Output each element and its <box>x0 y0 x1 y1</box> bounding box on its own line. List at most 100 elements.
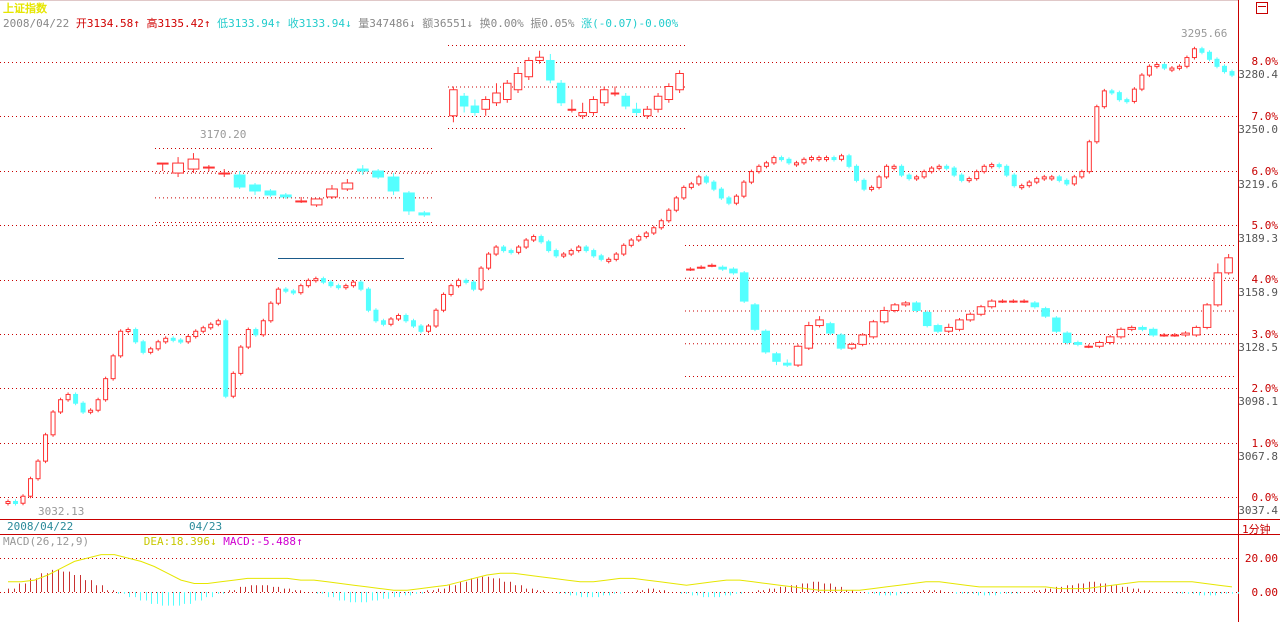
candle-body <box>313 278 319 282</box>
inset-candle-body <box>341 182 354 190</box>
inset-candle-body <box>1095 341 1104 347</box>
candle-body <box>621 244 627 255</box>
inset-candle-body <box>1159 334 1169 337</box>
candle-body <box>365 288 371 311</box>
inset-candle-body <box>403 192 415 212</box>
inset-candle-body <box>470 105 480 114</box>
candle-body <box>380 320 386 325</box>
quote-header: 2008/04/22 开3134.58↑ 高3135.42↑ 低3133.94↑… <box>3 15 678 31</box>
candle-body <box>516 246 522 253</box>
inset-candle-body <box>696 266 706 269</box>
inset-candle-body <box>653 95 663 110</box>
close-value: 3133.94 <box>298 17 346 30</box>
candle-body <box>208 323 214 329</box>
price-tick: 3280.4 <box>1238 68 1278 81</box>
pct-tick: 6.0% <box>1251 165 1279 178</box>
low-annotation: 3032.13 <box>38 505 85 518</box>
inset-candle-body <box>610 92 620 95</box>
inset-candle-body <box>901 302 910 306</box>
candle-body <box>395 314 401 320</box>
high-arrow: ↑ <box>203 17 211 30</box>
candle-body <box>801 158 807 164</box>
window-icon[interactable] <box>1256 2 1268 14</box>
inset-candle-body <box>356 168 369 172</box>
candle-body <box>418 325 424 332</box>
candle-body <box>1109 90 1115 94</box>
candle-body <box>73 393 79 404</box>
dea-line <box>8 554 1233 591</box>
candle-body <box>1161 64 1167 69</box>
candle-body <box>1004 165 1010 176</box>
price-tick: 3037.4 <box>1238 504 1278 517</box>
inset-candle-body <box>513 72 523 91</box>
candle-body <box>35 460 41 480</box>
inset-candle-body <box>187 158 200 170</box>
inset-candle-body <box>599 89 609 104</box>
inset-candle-body <box>156 162 169 165</box>
candle-body <box>688 183 694 188</box>
inset-candle-body <box>718 266 727 270</box>
candle-body <box>778 157 784 161</box>
macd-header: MACD(26,12,9) DEA:18.396↓ MACD:-5.488↑ <box>3 535 303 548</box>
candle-body <box>553 250 559 257</box>
inset-candle-body <box>976 306 986 315</box>
candle-body <box>88 409 94 413</box>
macd-tick: 20.00 <box>1244 552 1278 565</box>
candle-body <box>854 165 860 181</box>
candle-body <box>643 232 649 238</box>
inset-candle-body <box>1052 317 1061 332</box>
candle-body <box>373 309 379 322</box>
inset-candle-body <box>492 92 501 104</box>
candle-body <box>846 155 852 167</box>
candle-body <box>350 281 356 287</box>
inset-candle-body <box>502 82 512 101</box>
macd-label: MACD(26,12,9) <box>3 535 90 548</box>
candle-body <box>50 411 56 436</box>
candle-body <box>681 186 687 199</box>
candle-body <box>245 329 251 348</box>
candle-body <box>1086 141 1092 173</box>
inset-candle-body <box>750 304 760 330</box>
candle-body <box>260 320 266 336</box>
candle-body <box>1229 71 1235 76</box>
close-label: 收 <box>287 17 299 30</box>
candle-body <box>1041 176 1047 180</box>
candle-body <box>861 179 867 190</box>
candle-body <box>501 246 507 252</box>
candle-body <box>103 378 109 401</box>
amount-value: 36551 <box>433 17 467 30</box>
inset-candle-body <box>739 272 749 302</box>
pct-tick: 8.0% <box>1251 55 1279 68</box>
candle-body <box>591 250 597 257</box>
candle-body <box>816 157 822 161</box>
turnover: 换0.00% <box>479 17 524 30</box>
candle-body <box>981 165 987 173</box>
volume-arrow: ↓ <box>409 17 416 30</box>
low-arrow: ↑ <box>274 17 282 30</box>
candle-body <box>290 290 296 294</box>
candle-body <box>388 318 394 325</box>
candle-body <box>1206 51 1212 60</box>
candle-body <box>275 288 281 304</box>
inset-candle-body <box>804 325 814 349</box>
inset-candle-body <box>1009 300 1018 303</box>
candle-body <box>703 176 709 183</box>
candle-body <box>43 434 49 462</box>
price-tick: 3158.9 <box>1238 286 1278 299</box>
candle-body <box>185 336 191 343</box>
inset-candle-body <box>279 194 292 198</box>
period-selector[interactable]: 1分钟 <box>1242 523 1271 536</box>
inset-candle-body <box>218 172 231 175</box>
candle-body <box>125 329 131 333</box>
candle-body <box>148 348 154 353</box>
candle-body <box>193 330 199 338</box>
candle-body <box>433 309 439 327</box>
candle-body <box>110 355 116 380</box>
inset-candle-body <box>643 108 652 117</box>
candle-body <box>929 167 935 173</box>
candle-body <box>1146 65 1152 76</box>
candle-body <box>1026 181 1032 187</box>
candle-body <box>568 250 574 255</box>
candle-body <box>658 220 664 229</box>
